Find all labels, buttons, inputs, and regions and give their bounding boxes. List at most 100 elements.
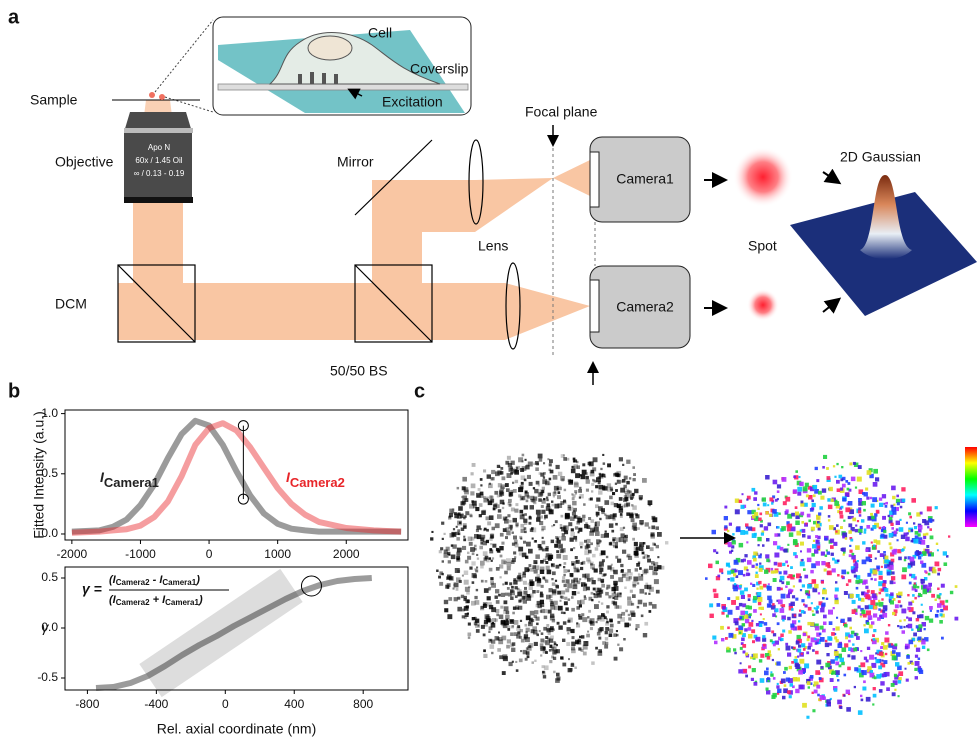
localization: [840, 488, 843, 491]
localization: [609, 619, 613, 623]
localization: [800, 529, 802, 531]
localization: [470, 491, 474, 495]
localization: [858, 507, 861, 510]
localization: [857, 520, 859, 522]
localization: [732, 540, 736, 544]
localization: [619, 647, 623, 651]
localization: [758, 581, 761, 584]
localization: [524, 527, 527, 530]
localization: [844, 674, 847, 677]
localization: [504, 571, 508, 575]
localization: [786, 646, 791, 651]
localization: [581, 649, 584, 652]
localization: [511, 468, 515, 472]
localization: [860, 695, 862, 697]
localization: [519, 659, 523, 663]
localization: [648, 593, 650, 595]
localization: [638, 562, 640, 564]
localization: [839, 706, 842, 709]
localization: [892, 650, 896, 654]
localization: [573, 583, 576, 586]
localization: [840, 515, 844, 519]
localization: [858, 605, 861, 608]
localization: [516, 669, 519, 672]
localization: [872, 525, 876, 529]
localization: [598, 481, 601, 484]
localization: [792, 595, 795, 598]
localization: [851, 655, 855, 659]
localization: [884, 588, 888, 592]
localization: [842, 536, 845, 539]
localization: [504, 600, 508, 604]
localization: [807, 535, 811, 539]
localization: [919, 670, 923, 674]
localization: [898, 600, 901, 603]
localization: [793, 585, 795, 587]
localization: [803, 568, 806, 571]
localization: [883, 580, 887, 584]
localization: [789, 666, 792, 669]
localization: [609, 496, 613, 500]
localization: [762, 635, 765, 638]
localization: [898, 695, 900, 697]
localization: [528, 645, 531, 648]
localization: [549, 645, 552, 648]
localization: [590, 627, 593, 630]
localization: [759, 513, 762, 516]
localization: [759, 623, 763, 627]
localization: [881, 660, 883, 662]
localization: [617, 559, 621, 563]
localization: [773, 571, 776, 574]
localization: [906, 655, 910, 659]
localization: [872, 570, 877, 575]
localization: [935, 614, 939, 618]
localization: [879, 527, 882, 530]
localization: [787, 576, 789, 578]
localization: [775, 608, 779, 612]
localization: [861, 519, 864, 522]
localization: [833, 465, 835, 467]
localization: [486, 516, 490, 520]
localization: [519, 589, 521, 591]
localization: [516, 607, 519, 610]
localization: [554, 504, 559, 509]
localization: [853, 648, 857, 652]
localization: [754, 491, 757, 494]
formula-part: - I: [150, 574, 164, 586]
localization: [596, 512, 600, 516]
label: Objective: [55, 154, 114, 170]
localization: [727, 597, 730, 600]
localization: [463, 487, 468, 492]
localization: [839, 475, 843, 479]
localization: [505, 593, 508, 596]
localization: [430, 537, 433, 540]
localization: [866, 525, 870, 529]
x-tick-label: 0: [222, 697, 229, 711]
localization: [622, 550, 626, 554]
localization: [759, 563, 761, 565]
localization: [752, 533, 757, 538]
localization: [905, 537, 910, 542]
localization: [612, 601, 616, 605]
images: [430, 454, 958, 719]
x-tick-label: 1000: [264, 547, 291, 561]
localization: [639, 495, 643, 499]
localization: [841, 662, 845, 666]
label: DCM: [55, 296, 87, 312]
localization: [728, 566, 730, 568]
localization: [863, 624, 865, 626]
localization: [657, 556, 659, 558]
localization: [599, 475, 603, 479]
localization: [466, 605, 469, 608]
localization: [541, 490, 544, 493]
label: Mirror: [337, 154, 374, 170]
localization: [812, 544, 816, 548]
localization: [816, 685, 820, 689]
localization: [821, 581, 824, 584]
localization: [467, 613, 469, 615]
localization: [896, 521, 900, 525]
localization: [905, 646, 909, 650]
localization: [808, 607, 812, 611]
localization: [785, 497, 790, 502]
localization: [837, 574, 840, 577]
